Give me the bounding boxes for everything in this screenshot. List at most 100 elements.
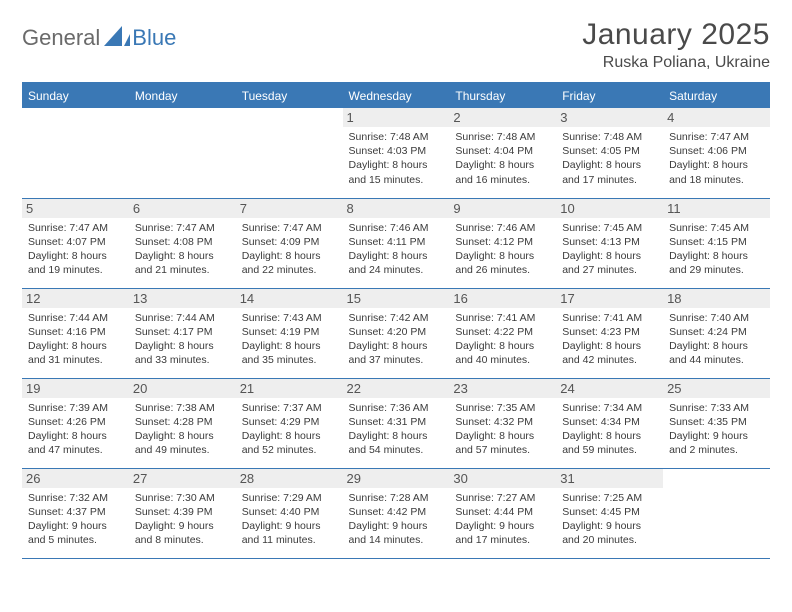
day-number: 11 — [663, 199, 770, 218]
day-detail: Sunrise: 7:48 AMSunset: 4:03 PMDaylight:… — [349, 130, 444, 187]
day-number: 2 — [449, 108, 556, 127]
weekday-header: Sunday — [22, 83, 129, 108]
day-number: 17 — [556, 289, 663, 308]
day-detail: Sunrise: 7:32 AMSunset: 4:37 PMDaylight:… — [28, 491, 123, 548]
calendar-day-cell: 15Sunrise: 7:42 AMSunset: 4:20 PMDayligh… — [343, 288, 450, 378]
day-number: 21 — [236, 379, 343, 398]
calendar-day-cell: 25Sunrise: 7:33 AMSunset: 4:35 PMDayligh… — [663, 378, 770, 468]
day-number: 3 — [556, 108, 663, 127]
day-number: 30 — [449, 469, 556, 488]
day-detail: Sunrise: 7:40 AMSunset: 4:24 PMDaylight:… — [669, 311, 764, 368]
calendar-day-cell: 28Sunrise: 7:29 AMSunset: 4:40 PMDayligh… — [236, 468, 343, 558]
day-number: 20 — [129, 379, 236, 398]
calendar-day-cell: 16 Sunrise: 7:41 AMSunset: 4:22 PMDayligh… — [449, 288, 556, 378]
day-number: 28 — [236, 469, 343, 488]
day-detail: Sunrise: 7:47 AMSunset: 4:09 PMDaylight:… — [242, 221, 337, 278]
day-number: 22 — [343, 379, 450, 398]
calendar-day-cell: 5Sunrise: 7:47 AMSunset: 4:07 PMDaylight… — [22, 198, 129, 288]
weekday-header: Thursday — [449, 83, 556, 108]
day-detail: Sunrise: 7:42 AMSunset: 4:20 PMDaylight:… — [349, 311, 444, 368]
day-detail: Sunrise: 7:48 AMSunset: 4:04 PMDaylight:… — [455, 130, 550, 187]
calendar-week-row: 26 Sunrise: 7:32 AMSunset: 4:37 PMDayligh… — [22, 468, 770, 558]
calendar-day-cell — [236, 108, 343, 198]
weekday-header: Saturday — [663, 83, 770, 108]
calendar-body: 1 Sunrise: 7:48 AMSunset: 4:03 PMDaylight… — [22, 108, 770, 558]
weekday-header: Wednesday — [343, 83, 450, 108]
day-number: 14 — [236, 289, 343, 308]
weekday-header-row: SundayMondayTuesdayWednesdayThursdayFrid… — [22, 83, 770, 108]
brand-logo: General Blue — [22, 24, 176, 51]
calendar-day-cell: 7 Sunrise: 7:47 AMSunset: 4:09 PMDaylight… — [236, 198, 343, 288]
calendar-day-cell: 19Sunrise: 7:39 AMSunset: 4:26 PMDayligh… — [22, 378, 129, 468]
day-detail: Sunrise: 7:34 AMSunset: 4:34 PMDaylight:… — [562, 401, 657, 458]
calendar-day-cell: 1 Sunrise: 7:48 AMSunset: 4:03 PMDaylight… — [343, 108, 450, 198]
day-number: 29 — [343, 469, 450, 488]
day-number: 8 — [343, 199, 450, 218]
day-number: 7 — [236, 199, 343, 218]
day-number: 18 — [663, 289, 770, 308]
day-number: 31 — [556, 469, 663, 488]
day-number: 5 — [22, 199, 129, 218]
day-detail: Sunrise: 7:45 AMSunset: 4:15 PMDaylight:… — [669, 221, 764, 278]
calendar-day-cell: 3Sunrise: 7:48 AMSunset: 4:05 PMDaylight… — [556, 108, 663, 198]
page-header: General Blue January 2025 Ruska Poliana,… — [22, 18, 770, 72]
day-detail: Sunrise: 7:44 AMSunset: 4:17 PMDaylight:… — [135, 311, 230, 368]
day-detail: Sunrise: 7:43 AMSunset: 4:19 PMDaylight:… — [242, 311, 337, 368]
logo-sail-icon — [104, 24, 130, 51]
logo-text-blue: Blue — [132, 25, 176, 51]
day-detail: Sunrise: 7:39 AMSunset: 4:26 PMDaylight:… — [28, 401, 123, 458]
month-title: January 2025 — [582, 18, 770, 52]
day-detail: Sunrise: 7:46 AMSunset: 4:12 PMDaylight:… — [455, 221, 550, 278]
day-number: 4 — [663, 108, 770, 127]
calendar-day-cell: 29 Sunrise: 7:28 AMSunset: 4:42 PMDayligh… — [343, 468, 450, 558]
day-number: 1 — [343, 108, 450, 127]
day-number: 12 — [22, 289, 129, 308]
day-detail: Sunrise: 7:37 AMSunset: 4:29 PMDaylight:… — [242, 401, 337, 458]
day-number: 23 — [449, 379, 556, 398]
calendar-day-cell: 6 Sunrise: 7:47 AMSunset: 4:08 PMDaylight… — [129, 198, 236, 288]
calendar-day-cell: 12 Sunrise: 7:44 AMSunset: 4:16 PMDayligh… — [22, 288, 129, 378]
calendar-day-cell — [129, 108, 236, 198]
calendar-day-cell: 17 Sunrise: 7:41 AMSunset: 4:23 PMDayligh… — [556, 288, 663, 378]
day-detail: Sunrise: 7:41 AMSunset: 4:22 PMDaylight:… — [455, 311, 550, 368]
calendar-day-cell: 22 Sunrise: 7:36 AMSunset: 4:31 PMDayligh… — [343, 378, 450, 468]
day-detail: Sunrise: 7:46 AMSunset: 4:11 PMDaylight:… — [349, 221, 444, 278]
calendar-day-cell: 27Sunrise: 7:30 AMSunset: 4:39 PMDayligh… — [129, 468, 236, 558]
day-detail: Sunrise: 7:47 AMSunset: 4:08 PMDaylight:… — [135, 221, 230, 278]
calendar-day-cell: 30Sunrise: 7:27 AMSunset: 4:44 PMDayligh… — [449, 468, 556, 558]
calendar-day-cell: 26 Sunrise: 7:32 AMSunset: 4:37 PMDayligh… — [22, 468, 129, 558]
calendar-day-cell: 24Sunrise: 7:34 AMSunset: 4:34 PMDayligh… — [556, 378, 663, 468]
calendar-week-row: 12 Sunrise: 7:44 AMSunset: 4:16 PMDayligh… — [22, 288, 770, 378]
calendar-page: General Blue January 2025 Ruska Poliana,… — [0, 0, 792, 559]
calendar-day-cell: 20Sunrise: 7:38 AMSunset: 4:28 PMDayligh… — [129, 378, 236, 468]
calendar-day-cell: 8 Sunrise: 7:46 AMSunset: 4:11 PMDaylight… — [343, 198, 450, 288]
calendar-day-cell: 13 Sunrise: 7:44 AMSunset: 4:17 PMDayligh… — [129, 288, 236, 378]
day-number: 16 — [449, 289, 556, 308]
day-number: 9 — [449, 199, 556, 218]
day-number: 13 — [129, 289, 236, 308]
logo-text-general: General — [22, 25, 100, 51]
calendar-day-cell: 31Sunrise: 7:25 AMSunset: 4:45 PMDayligh… — [556, 468, 663, 558]
location-label: Ruska Poliana, Ukraine — [582, 54, 770, 72]
calendar-day-cell: 9 Sunrise: 7:46 AMSunset: 4:12 PMDaylight… — [449, 198, 556, 288]
calendar-day-cell: 4Sunrise: 7:47 AMSunset: 4:06 PMDaylight… — [663, 108, 770, 198]
day-detail: Sunrise: 7:36 AMSunset: 4:31 PMDaylight:… — [349, 401, 444, 458]
calendar-week-row: 19Sunrise: 7:39 AMSunset: 4:26 PMDayligh… — [22, 378, 770, 468]
day-number: 26 — [22, 469, 129, 488]
day-number: 6 — [129, 199, 236, 218]
calendar-day-cell: 2 Sunrise: 7:48 AMSunset: 4:04 PMDaylight… — [449, 108, 556, 198]
calendar-week-row: 1 Sunrise: 7:48 AMSunset: 4:03 PMDaylight… — [22, 108, 770, 198]
calendar-day-cell: 21 Sunrise: 7:37 AMSunset: 4:29 PMDayligh… — [236, 378, 343, 468]
day-detail: Sunrise: 7:41 AMSunset: 4:23 PMDaylight:… — [562, 311, 657, 368]
calendar-week-row: 5Sunrise: 7:47 AMSunset: 4:07 PMDaylight… — [22, 198, 770, 288]
calendar-day-cell: 18 Sunrise: 7:40 AMSunset: 4:24 PMDayligh… — [663, 288, 770, 378]
day-detail: Sunrise: 7:44 AMSunset: 4:16 PMDaylight:… — [28, 311, 123, 368]
day-detail: Sunrise: 7:45 AMSunset: 4:13 PMDaylight:… — [562, 221, 657, 278]
calendar-day-cell: 14 Sunrise: 7:43 AMSunset: 4:19 PMDayligh… — [236, 288, 343, 378]
day-number: 10 — [556, 199, 663, 218]
weekday-header: Monday — [129, 83, 236, 108]
calendar-day-cell: 11 Sunrise: 7:45 AMSunset: 4:15 PMDayligh… — [663, 198, 770, 288]
weekday-header: Tuesday — [236, 83, 343, 108]
calendar-day-cell: 10 Sunrise: 7:45 AMSunset: 4:13 PMDayligh… — [556, 198, 663, 288]
day-detail: Sunrise: 7:28 AMSunset: 4:42 PMDaylight:… — [349, 491, 444, 548]
